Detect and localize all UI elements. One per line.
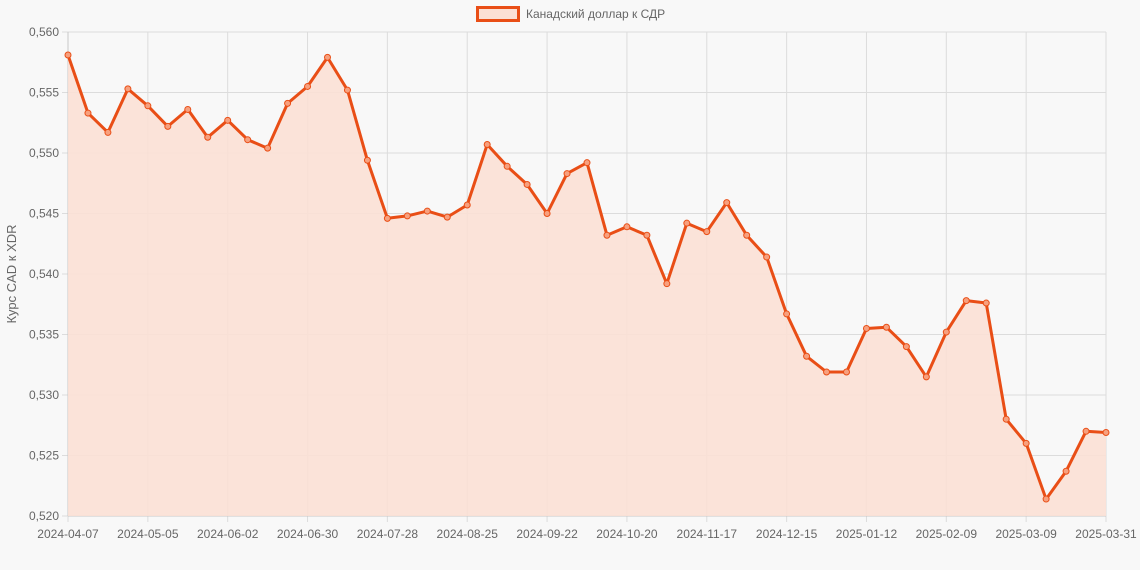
y-tick-label: 0,535 (29, 328, 59, 342)
data-point[interactable] (324, 53, 331, 61)
x-tick-label: 2024-04-07 (37, 527, 99, 541)
x-tick-label: 2024-09-22 (516, 527, 578, 541)
area-fill (68, 55, 1106, 516)
y-axis-label: Курс CAD к XDR (4, 224, 19, 323)
data-point[interactable] (763, 253, 771, 261)
data-point[interactable] (224, 116, 232, 124)
data-point[interactable] (64, 51, 72, 59)
x-tick-label: 2024-08-25 (437, 527, 499, 541)
data-point[interactable] (723, 199, 731, 207)
data-point[interactable] (523, 180, 531, 188)
legend-swatch-icon (476, 6, 520, 22)
data-point[interactable] (204, 133, 212, 141)
data-point[interactable] (823, 368, 831, 376)
data-point[interactable] (463, 201, 471, 209)
data-point[interactable] (783, 310, 791, 318)
y-axis-ticks: 0,560 0,555 0,550 0,545 0,540 0,535 0,530 0,525… (29, 25, 59, 523)
y-tick-label: 0,525 (29, 449, 59, 463)
data-point[interactable] (1022, 439, 1030, 447)
data-point[interactable] (84, 109, 92, 117)
data-point[interactable] (284, 99, 292, 107)
x-tick-label: 2025-01-12 (836, 527, 898, 541)
y-tick-label: 0,545 (29, 207, 59, 221)
y-tick-label: 0,530 (29, 388, 59, 402)
x-tick-label: 2024-05-05 (117, 527, 179, 541)
y-tick-label: 0,560 (29, 25, 59, 39)
data-point[interactable] (563, 170, 571, 178)
data-point[interactable] (1082, 427, 1090, 435)
data-point[interactable] (643, 231, 651, 239)
data-point[interactable] (703, 228, 711, 236)
data-point[interactable] (383, 214, 391, 222)
data-point[interactable] (1042, 495, 1050, 503)
legend-label: Канадский доллар к СДР (526, 7, 666, 21)
y-tick-label: 0,550 (29, 146, 59, 160)
data-point[interactable] (982, 299, 990, 307)
data-point[interactable] (304, 82, 312, 90)
data-point[interactable] (683, 219, 691, 227)
x-tick-label: 2025-03-31 (1075, 527, 1137, 541)
data-point[interactable] (184, 105, 192, 113)
data-point[interactable] (942, 328, 950, 336)
x-tick-label: 2024-12-15 (756, 527, 818, 541)
data-point[interactable] (862, 324, 870, 332)
data-point[interactable] (403, 212, 411, 220)
x-tick-label: 2024-06-02 (197, 527, 259, 541)
data-point[interactable] (743, 231, 751, 239)
data-point[interactable] (603, 231, 611, 239)
data-point[interactable] (882, 323, 890, 331)
x-tick-label: 2025-03-09 (995, 527, 1057, 541)
data-point[interactable] (343, 86, 351, 94)
data-point[interactable] (1002, 415, 1010, 423)
x-tick-label: 2024-06-30 (277, 527, 339, 541)
data-point[interactable] (803, 352, 811, 360)
data-point[interactable] (663, 280, 671, 288)
data-point[interactable] (543, 210, 551, 217)
x-tick-label: 2024-11-17 (677, 527, 738, 541)
data-point[interactable] (423, 207, 431, 215)
data-point[interactable] (1062, 467, 1070, 475)
data-point[interactable] (363, 156, 371, 164)
data-point[interactable] (843, 368, 850, 376)
data-point[interactable] (922, 373, 930, 381)
data-point[interactable] (1102, 429, 1110, 437)
data-point[interactable] (124, 85, 132, 93)
y-tick-label: 0,540 (29, 267, 59, 281)
x-tick-label: 2024-10-20 (596, 527, 658, 541)
data-point[interactable] (244, 136, 252, 144)
y-tick-label: 0,555 (29, 86, 59, 100)
data-points (64, 51, 1110, 503)
y-tick-label: 0,520 (29, 509, 59, 523)
x-tick-label: 2025-02-09 (916, 527, 978, 541)
data-point[interactable] (264, 144, 272, 152)
data-point[interactable] (902, 343, 910, 351)
data-point[interactable] (104, 128, 112, 136)
data-point[interactable] (503, 162, 511, 170)
data-point[interactable] (623, 223, 631, 231)
data-point[interactable] (583, 159, 591, 167)
chart-legend[interactable]: Канадский доллар к СДР (476, 6, 665, 22)
data-point[interactable] (144, 102, 152, 110)
data-point[interactable] (164, 122, 172, 130)
data-point[interactable] (443, 213, 451, 221)
data-point[interactable] (483, 141, 491, 149)
data-point[interactable] (962, 297, 970, 305)
x-tick-label: 2024-07-28 (357, 527, 419, 541)
x-axis-ticks: 2024-04-07 2024-05-05 2024-06-02 2024-06-30… (37, 527, 1137, 541)
